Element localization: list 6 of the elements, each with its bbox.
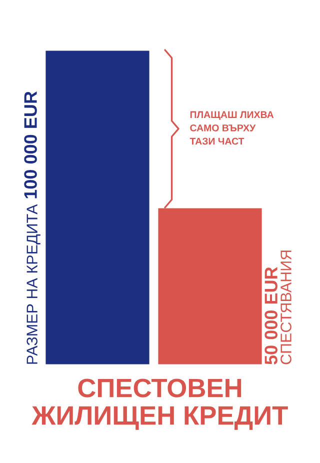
x-tick-label: СПЕСТЯВАНИЯ	[280, 250, 292, 364]
data-label: 100 000 EUR	[24, 91, 37, 198]
text: СПЕСТОВЕН ЖИЛИЩЕН КРЕДИТ	[32, 378, 288, 430]
data-label: 50 000 EUR	[264, 267, 278, 364]
x-tick-label: РАЗМЕР НА КРЕДИТА	[26, 204, 40, 364]
annotation: ПЛАЩАШ ЛИХВА САМО ВЪРХУ ТАЗИ ЧАСТ	[190, 111, 274, 145]
